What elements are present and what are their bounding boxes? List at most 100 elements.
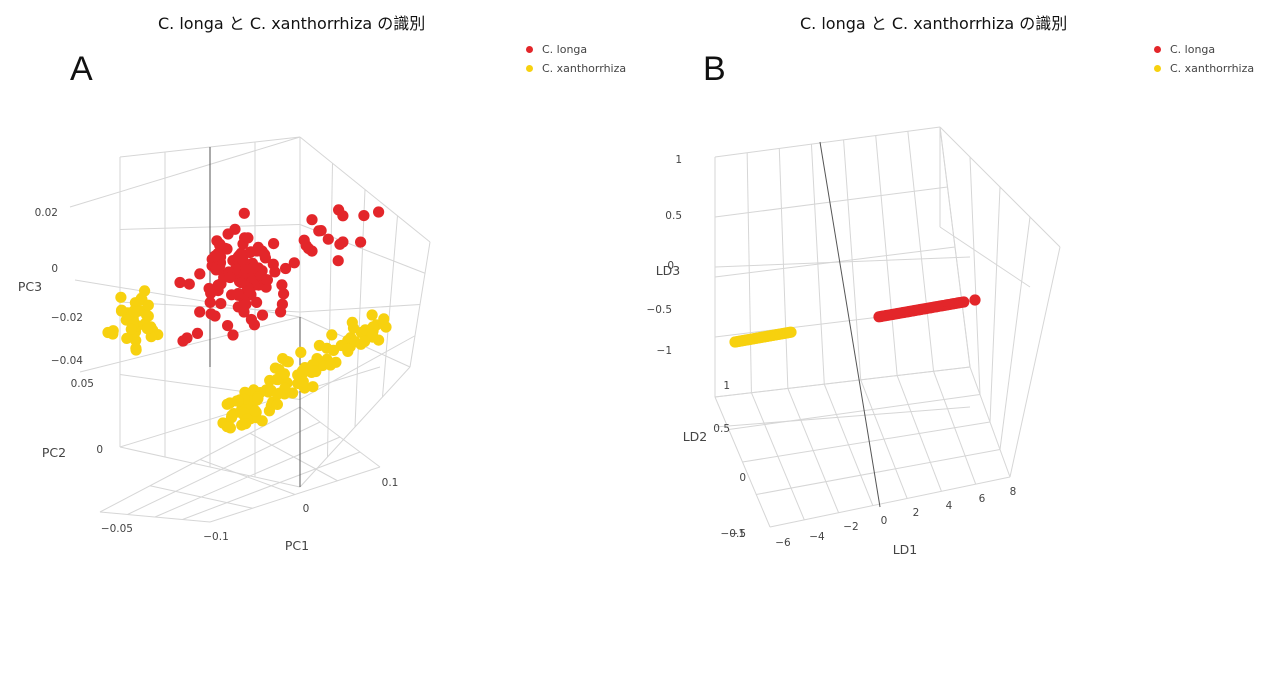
data-point-longa (256, 309, 269, 321)
data-point-longa (298, 234, 310, 246)
data-point-xanthorrhiza (295, 346, 307, 358)
legend-item-longa[interactable]: C. longa (526, 40, 626, 59)
z-tick-label: 0.02 (35, 207, 58, 219)
z-tick-label: −0.5 (647, 304, 673, 316)
axis-line (819, 141, 881, 508)
data-point-longa (334, 238, 346, 250)
data-point-xanthorrhiza (232, 395, 244, 407)
data-point-longa (373, 206, 385, 218)
data-point-xanthorrhiza (366, 328, 379, 340)
data-point-xanthorrhiza (297, 367, 309, 379)
data-point-longa (235, 277, 247, 289)
y-tick-label: −0.5 (721, 528, 747, 540)
x-tick-label: 8 (1010, 486, 1017, 498)
data-point-longa (322, 233, 334, 245)
grid-line (989, 186, 1001, 423)
x-tick-label: −4 (809, 531, 825, 543)
data-point-longa (227, 329, 239, 341)
grid-line (714, 406, 971, 428)
data-point-longa (191, 327, 204, 339)
data-point-longa (278, 288, 290, 300)
grid-line (299, 304, 421, 313)
legend-item-longa[interactable]: C. longa (1154, 40, 1254, 59)
chart-b-plot: 10.50−0.5−110.50−0.5−1−6 −4−2 02468LD1LD2L… (647, 126, 1061, 557)
data-point-longa (215, 298, 227, 310)
data-point-xanthorrhiza (327, 344, 340, 356)
legend-item-xanthorrhiza[interactable]: C. xanthorrhiza (1154, 59, 1254, 78)
x-axis-label: LD1 (893, 542, 918, 557)
data-point-longa (237, 254, 249, 266)
chart-a-plot: −0.04 −0.02 0 0.02 −0.05 0 0.05 −0.1 0 0.1 PC1 PC2 P… (18, 136, 431, 553)
x-tick-label: 2 (913, 507, 920, 519)
grid-line (969, 156, 981, 395)
data-point-xanthorrhiza (366, 309, 378, 321)
chart-b-legend[interactable]: C. longa C. xanthorrhiza (1154, 40, 1254, 78)
data-point-longa (247, 262, 259, 274)
z-tick-label: 0.5 (665, 210, 682, 222)
legend-dot-longa (1154, 46, 1161, 53)
x-tick-label: −6 (775, 537, 791, 549)
data-point-xanthorrhiza (116, 304, 128, 316)
data-point-longa (355, 236, 367, 248)
data-point-longa (276, 279, 288, 291)
data-point-xanthorrhiza (279, 382, 291, 394)
grid-line (714, 366, 971, 398)
legend-dot-xanthorrhiza (526, 65, 533, 72)
data-point-xanthorrhiza (307, 381, 319, 393)
z-tick-label: −0.02 (51, 312, 83, 324)
data-point-longa (303, 243, 315, 255)
x-tick-label: 0.1 (382, 477, 399, 489)
data-point-xanthorrhiza (141, 323, 153, 335)
x-axis-label: PC1 (285, 538, 309, 553)
legend-label-xanthorrhiza: C. xanthorrhiza (542, 62, 627, 75)
data-point-longa (958, 296, 970, 308)
chart-a-title: C. longa と C. xanthorrhiza の識別 (158, 14, 426, 33)
data-point-longa (174, 276, 186, 289)
y-tick-label: −1 (730, 528, 745, 540)
data-point-xanthorrhiza (140, 309, 153, 321)
data-point-xanthorrhiza (785, 326, 797, 338)
data-point-longa (276, 298, 288, 310)
data-point-longa (203, 282, 215, 295)
data-point-xanthorrhiza (107, 325, 119, 337)
x-tick-label: 0 (303, 503, 310, 515)
legend-label-xanthorrhiza: C. xanthorrhiza (1170, 62, 1255, 75)
grid-line (714, 256, 971, 268)
chart-a-legend[interactable]: C. longa C. xanthorrhiza (526, 40, 626, 78)
grid-line (1009, 246, 1061, 478)
legend-dot-longa (526, 46, 533, 53)
data-point-xanthorrhiza (278, 368, 290, 380)
data-point-longa (245, 313, 257, 326)
data-point-longa (280, 262, 292, 275)
data-point-xanthorrhiza (347, 322, 360, 334)
grid-line (714, 126, 941, 158)
data-point-longa (268, 238, 280, 250)
grid-line (756, 449, 1001, 495)
data-point-xanthorrhiza (125, 323, 137, 335)
data-point-longa (315, 225, 327, 237)
data-point-xanthorrhiza (297, 376, 309, 388)
grid-line (299, 136, 431, 243)
data-point-xanthorrhiza (308, 365, 320, 377)
data-point-xanthorrhiza (135, 292, 147, 304)
data-point-longa (337, 210, 349, 222)
data-point-longa (224, 271, 236, 284)
data-point-longa (194, 306, 206, 318)
y-axis-label: LD2 (683, 429, 708, 444)
x-tick-label: −0.1 (203, 531, 229, 543)
data-point-xanthorrhiza (378, 313, 390, 325)
grid-line (742, 421, 991, 463)
x-tick-label: 4 (946, 500, 953, 512)
data-point-longa (209, 310, 221, 322)
grid-line (939, 126, 1061, 248)
legend-label-longa: C. longa (542, 43, 588, 56)
data-point-xanthorrhiza (224, 422, 236, 434)
y-tick-label: 0.5 (713, 423, 730, 435)
data-point-longa (332, 255, 344, 267)
grid-line (939, 226, 1031, 288)
legend-item-xanthorrhiza[interactable]: C. xanthorrhiza (526, 59, 626, 78)
data-point-xanthorrhiza (142, 299, 154, 311)
y-tick-label: 1 (723, 380, 730, 392)
x-tick-label: −2 (843, 521, 858, 533)
chart-panel-a: −0.04 −0.02 0 0.02 −0.05 0 0.05 −0.1 0 0.1 PC1 PC2 P… (18, 14, 626, 553)
